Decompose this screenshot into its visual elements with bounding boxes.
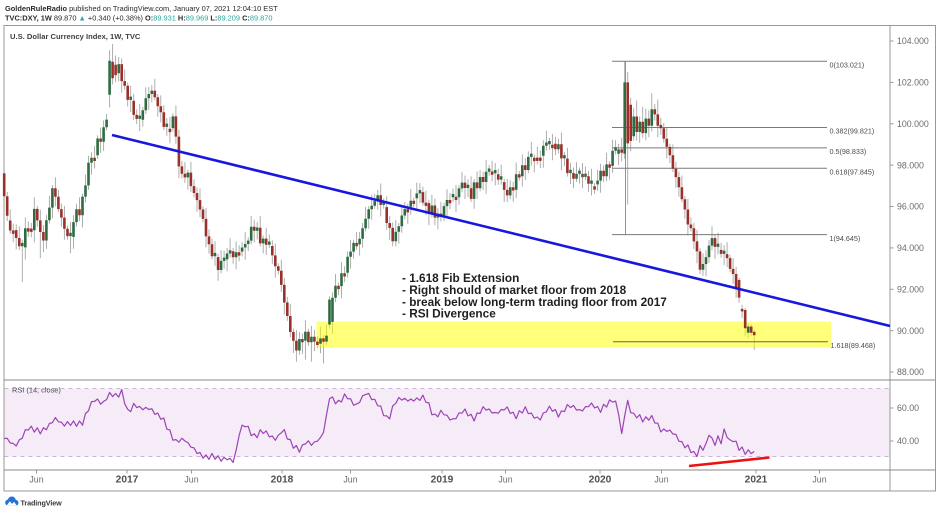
svg-text:96.000: 96.000 bbox=[897, 202, 924, 212]
svg-text:- RSI Divergence: - RSI Divergence bbox=[402, 307, 496, 321]
svg-text:Jun: Jun bbox=[29, 475, 43, 485]
svg-text:- break below long-term tradin: - break below long-term trading floor fr… bbox=[402, 295, 667, 309]
svg-text:90.000: 90.000 bbox=[897, 326, 924, 336]
svg-text:0.382(99.821): 0.382(99.821) bbox=[830, 127, 875, 136]
svg-text:- Right should of market floor: - Right should of market floor from 2018 bbox=[402, 283, 627, 297]
svg-text:RSI (14, close): RSI (14, close) bbox=[12, 386, 61, 395]
svg-text:2019: 2019 bbox=[431, 475, 454, 486]
svg-text:88.000: 88.000 bbox=[897, 367, 924, 377]
svg-text:Jun: Jun bbox=[812, 475, 826, 485]
svg-text:40.00: 40.00 bbox=[897, 436, 919, 446]
svg-text:Jun: Jun bbox=[343, 475, 357, 485]
svg-text:Jun: Jun bbox=[498, 475, 512, 485]
svg-text:1.618(89.468): 1.618(89.468) bbox=[831, 341, 876, 350]
svg-text:GoldenRuleRadio published on T: GoldenRuleRadio published on TradingView… bbox=[5, 4, 278, 13]
svg-text:Jun: Jun bbox=[654, 475, 668, 485]
svg-text:0.5(98.833): 0.5(98.833) bbox=[830, 147, 867, 156]
svg-text:U.S. Dollar Currency Index, 1W: U.S. Dollar Currency Index, 1W, TVC bbox=[10, 32, 141, 41]
svg-text:0(103.021): 0(103.021) bbox=[830, 61, 865, 70]
svg-text:2018: 2018 bbox=[271, 475, 294, 486]
svg-text:98.000: 98.000 bbox=[897, 160, 924, 170]
svg-text:2020: 2020 bbox=[589, 475, 612, 486]
svg-text:TVC:DXY, 1W 89.870 ▲ +0.340 (+: TVC:DXY, 1W 89.870 ▲ +0.340 (+0.38%) O:8… bbox=[5, 14, 272, 23]
svg-text:2017: 2017 bbox=[116, 475, 139, 486]
svg-text:92.000: 92.000 bbox=[897, 285, 924, 295]
svg-text:94.000: 94.000 bbox=[897, 243, 924, 253]
svg-text:Jun: Jun bbox=[184, 475, 198, 485]
svg-text:2021: 2021 bbox=[745, 475, 768, 486]
svg-text:1(94.645): 1(94.645) bbox=[830, 234, 861, 243]
svg-text:100.000: 100.000 bbox=[897, 119, 929, 129]
svg-text:0.618(97.845): 0.618(97.845) bbox=[830, 168, 875, 177]
svg-text:60.00: 60.00 bbox=[897, 403, 919, 413]
svg-text:102.000: 102.000 bbox=[897, 78, 929, 88]
svg-text:TradingView: TradingView bbox=[21, 498, 63, 507]
svg-text:104.000: 104.000 bbox=[897, 36, 929, 46]
svg-text:- 1.618 Fib Extension: - 1.618 Fib Extension bbox=[402, 271, 519, 285]
